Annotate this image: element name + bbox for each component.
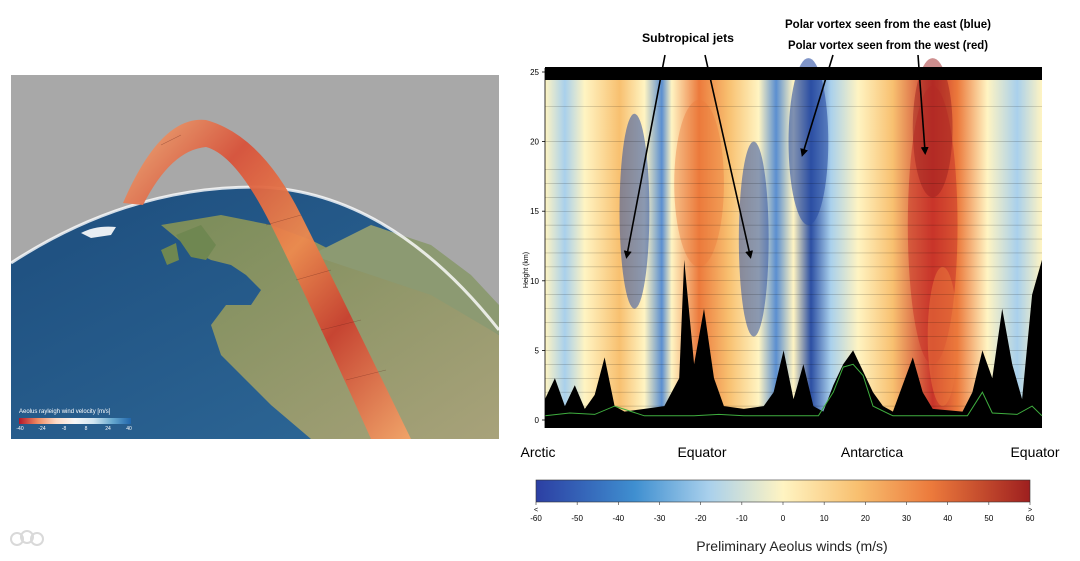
x-label-equator-2: Equator [1010,444,1059,460]
globe-legend-tick: 8 [84,426,88,432]
heatmap-feature-blob [788,58,829,226]
surface-no-data-region [545,259,1042,428]
colorbar-min-marker: < [534,507,538,514]
colorbar-label: Preliminary Aeolus winds (m/s) [696,538,887,554]
surface-height-line [544,363,1043,417]
globe-legend: Aeolus rayleigh wind velocity [m/s] -40 … [16,409,135,437]
globe-legend-tick: 40 [126,426,132,432]
annotation-polar-vortex-east: Polar vortex seen from the east (blue) [785,19,991,31]
globe-legend-ticks: -40 -24 -8 8 24 40 [16,426,135,434]
colorbar-tick-label: -40 [613,514,625,523]
x-label-equator-1: Equator [677,444,726,460]
colorbar-tick-label: -60 [530,514,542,523]
colorbar-max-marker: > [1028,507,1032,514]
arrow-to-polar-east [800,54,834,157]
globe-legend-tick: 24 [105,426,111,432]
colorbar-tick-label: -50 [571,514,583,523]
y-tick-label: 15 [530,207,539,216]
annotation-subtropical-jets: Subtropical jets [642,31,734,45]
y-tick-label: 5 [535,346,540,355]
globe-legend-tick: -8 [61,426,67,432]
globe-legend-tick: -24 [38,426,46,432]
colorbar-tick-label: -10 [736,514,748,523]
heatmap-feature-blob [912,58,953,198]
x-label-antarctica: Antarctica [841,444,903,460]
annotation-polar-vortex-west: Polar vortex seen from the west (red) [788,40,988,52]
y-tick-label: 20 [530,138,539,147]
heatmap-feature-blob [619,113,650,309]
colorbar-tick-label: 0 [781,514,786,523]
colorbar-ticks: -60 -50 -40 -30 -20 -10 0 10 20 30 40 50 60 < > [530,502,1035,523]
arrow-to-jet-left [623,54,666,259]
colorbar-tick-label: 40 [943,514,952,523]
globe-legend-colorbar [19,418,131,424]
watermark [10,528,44,548]
colorbar-tick-label: 30 [902,514,911,523]
heatmap-feature-blob [738,141,769,337]
y-axis: 0 5 10 15 20 25 [530,68,546,428]
colorbar-tick-label: -20 [695,514,707,523]
watermark-logo-icon [10,528,44,548]
arrow-to-jet-right [704,54,754,259]
globe-panel: Aeolus rayleigh wind velocity [m/s] -40 … [11,75,499,439]
globe-legend-tick: -40 [16,426,24,432]
colorbar-tick-label: 10 [820,514,829,523]
heatmap-feature-blob [674,99,724,267]
x-label-arctic: Arctic [521,444,556,460]
heatmap-feature-blob [927,266,958,407]
heatmap-range-bin-lines [545,106,1042,407]
y-tick-label: 25 [530,68,539,77]
colorbar-tick-label: 20 [861,514,870,523]
colorbar-tick-label: -30 [654,514,666,523]
globe-image [11,119,499,439]
arrow-to-polar-west [917,54,929,155]
colorbar-tick-label: 50 [984,514,993,523]
colorbar-tick-label: 60 [1026,514,1035,523]
y-tick-label: 10 [530,277,539,286]
y-tick-label: 0 [535,416,540,425]
globe-legend-title: Aeolus rayleigh wind velocity [m/s] [19,409,111,415]
colorbar [535,479,1031,503]
heatmap-top-band [545,67,1042,80]
heatmap-band-overlays [619,58,958,407]
wind-curtain-chart: 0 5 10 15 20 25 Height (km) Subtropical jets … [500,0,1080,561]
annotation-arrows [623,54,929,259]
y-axis-label: Height (km) [523,252,530,288]
